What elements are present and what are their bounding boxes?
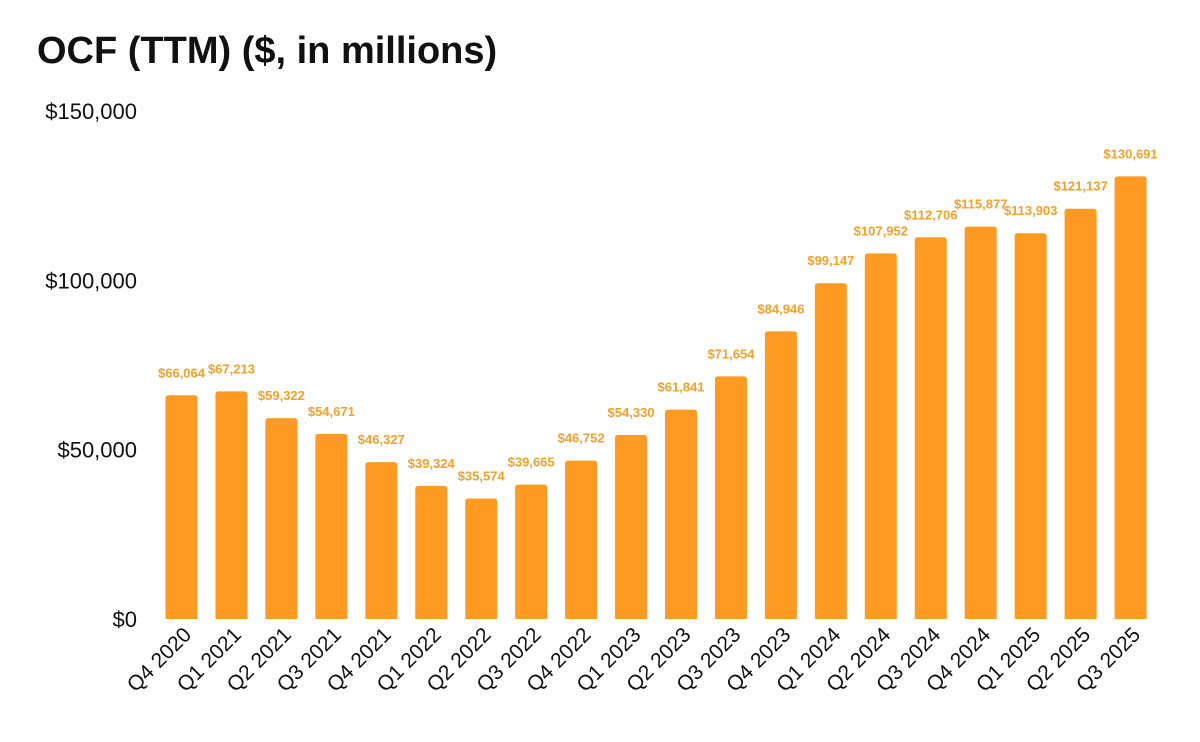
data-label: $84,946 xyxy=(757,301,804,316)
data-label: $46,752 xyxy=(558,431,605,446)
data-label: $39,665 xyxy=(508,455,555,470)
data-label: $113,903 xyxy=(1004,203,1058,218)
y-tick-label: $50,000 xyxy=(57,438,137,463)
bar xyxy=(714,376,747,619)
bar xyxy=(1064,208,1097,619)
bar xyxy=(864,253,897,619)
y-tick-label: $150,000 xyxy=(45,99,137,124)
bar xyxy=(665,409,697,619)
y-tick-label: $0 xyxy=(113,607,137,632)
y-axis: $0 $50,000 $100,000 $150,000 xyxy=(45,99,137,632)
bar xyxy=(465,498,498,619)
bar xyxy=(565,460,598,619)
data-label: $59,322 xyxy=(258,388,305,403)
bar xyxy=(415,485,448,619)
data-label: $54,330 xyxy=(608,405,655,420)
bar xyxy=(365,462,398,619)
data-label: $71,654 xyxy=(707,346,755,361)
y-tick-label: $100,000 xyxy=(45,268,137,293)
bar xyxy=(914,237,947,619)
data-label: $130,691 xyxy=(1103,146,1157,161)
bar xyxy=(215,391,248,619)
data-label: $121,137 xyxy=(1053,179,1107,194)
data-label: $67,213 xyxy=(208,361,255,376)
data-label: $39,324 xyxy=(408,456,456,471)
bar xyxy=(764,331,797,619)
bar xyxy=(165,395,198,619)
bar xyxy=(1014,233,1047,619)
data-labels: $66,064 $67,213$59,322$54,671$46,327$39,3… xyxy=(158,146,1158,483)
bar xyxy=(315,433,348,619)
bar xyxy=(964,226,997,619)
bar xyxy=(515,484,548,619)
chart-title: OCF (TTM) ($, in millions) xyxy=(37,30,498,72)
bars xyxy=(165,176,1147,620)
data-label: $35,574 xyxy=(458,469,506,484)
data-label: $112,706 xyxy=(904,207,958,222)
data-label: $54,671 xyxy=(308,404,355,419)
data-label: $99,147 xyxy=(807,253,854,268)
data-label: $61,841 xyxy=(658,380,705,395)
bar xyxy=(814,283,847,619)
data-label: $107,952 xyxy=(854,223,908,238)
data-label: $66,064 xyxy=(158,365,206,380)
data-label: $115,877 xyxy=(954,197,1008,212)
bar xyxy=(615,435,648,619)
data-label: $46,327 xyxy=(358,432,405,447)
bar xyxy=(265,418,298,619)
bar xyxy=(1114,176,1147,620)
